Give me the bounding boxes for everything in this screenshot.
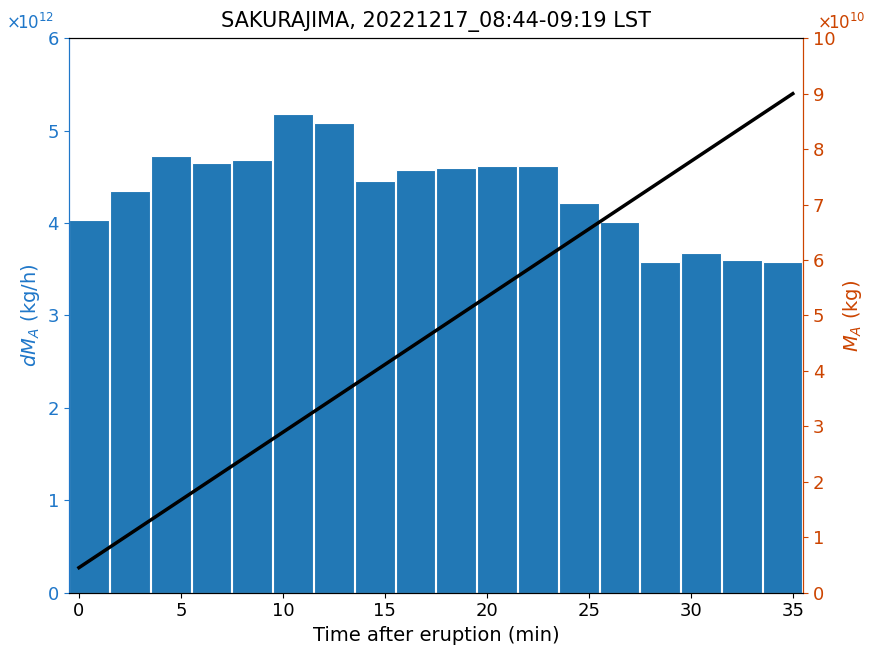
Title: SAKURAJIMA, 20221217_08:44-09:19 LST: SAKURAJIMA, 20221217_08:44-09:19 LST	[220, 11, 651, 32]
Bar	[599, 222, 640, 592]
Bar	[396, 171, 436, 592]
Bar	[314, 123, 354, 592]
Bar	[763, 262, 802, 592]
Bar	[681, 253, 721, 592]
Bar	[150, 157, 191, 592]
Bar	[518, 166, 557, 592]
Text: $\times\!10^{12}$: $\times\!10^{12}$	[6, 12, 54, 33]
Bar	[69, 220, 109, 592]
Bar	[192, 163, 231, 592]
Bar	[273, 114, 313, 592]
Bar	[640, 262, 680, 592]
Bar	[722, 260, 761, 592]
Text: $\times\!10^{10}$: $\times\!10^{10}$	[817, 12, 865, 33]
Bar	[354, 182, 395, 592]
Bar	[559, 203, 598, 592]
Bar	[437, 167, 476, 592]
Bar	[110, 191, 150, 592]
Y-axis label: $M_A\ \mathrm{(kg)}$: $M_A\ \mathrm{(kg)}$	[841, 279, 864, 352]
Bar	[233, 160, 272, 592]
Bar	[477, 166, 517, 592]
Y-axis label: $dM_A\ \mathrm{(kg/h)}$: $dM_A\ \mathrm{(kg/h)}$	[19, 264, 42, 367]
X-axis label: Time after eruption (min): Time after eruption (min)	[312, 626, 559, 645]
